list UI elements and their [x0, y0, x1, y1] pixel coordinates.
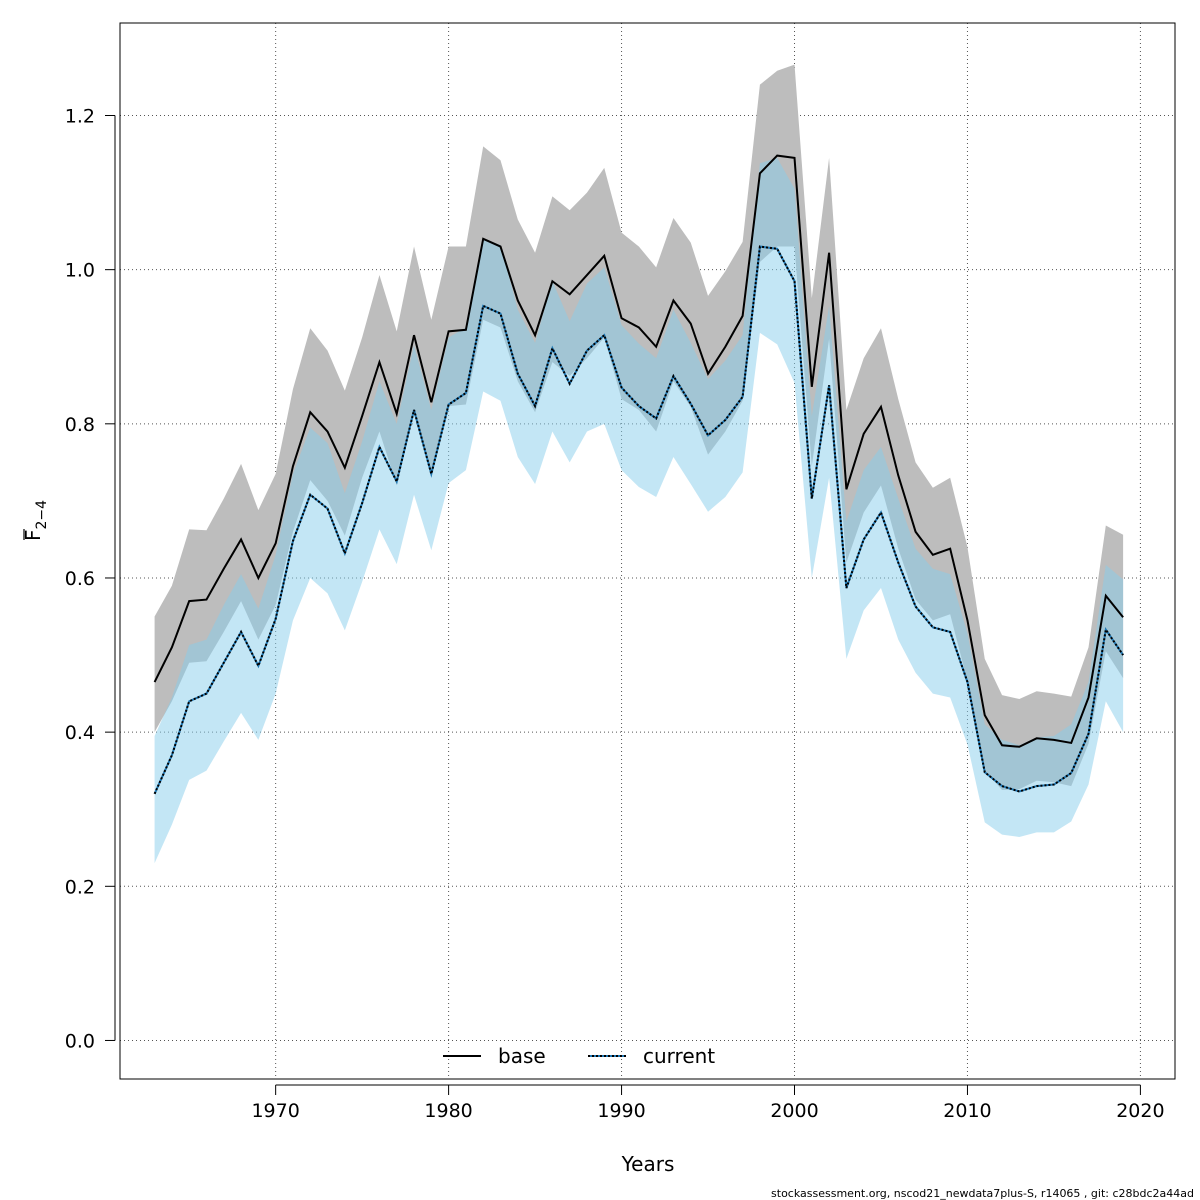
y-axis-title-sub: 2−4	[34, 500, 50, 530]
y-axis-title: F2−4	[21, 500, 50, 541]
y-tick-label-2: 0.4	[65, 722, 95, 744]
legend-label-current: current	[643, 1044, 715, 1068]
y-tick-label-0: 0.0	[65, 1030, 95, 1052]
x-tick-label-1970: 1970	[251, 1100, 299, 1122]
x-tick-label-1980: 1980	[424, 1100, 472, 1122]
svg-text:F2−4: F2−4	[21, 500, 50, 541]
band-base	[154, 64, 1124, 790]
footer-text: stockassessment.org, nscod21_newdata7plu…	[771, 1187, 1194, 1200]
y-tick-label-4: 0.8	[65, 414, 95, 436]
plot-frame	[119, 22, 1176, 1080]
x-tick-label-1990: 1990	[597, 1100, 645, 1122]
line-current	[153, 245, 1124, 795]
y-tick-label-1: 0.2	[65, 876, 95, 898]
line-base	[153, 154, 1124, 748]
y-axis-title-main: F	[21, 529, 45, 541]
y-tick-label-5: 1.0	[65, 260, 95, 282]
series-lines	[153, 154, 1124, 795]
y-tick-label-3: 0.6	[65, 568, 95, 590]
band-current	[154, 157, 1124, 864]
x-axis-title: Years	[621, 1152, 675, 1176]
x-tick-label-2000: 2000	[770, 1100, 818, 1122]
y-axis: 0.0 0.2 0.4 0.6 0.8 1.0 1.2	[65, 105, 116, 1052]
x-axis: 1970 1980 1990 2000 2010 2020	[251, 1084, 1165, 1122]
confidence-bands	[154, 64, 1124, 864]
x-tick-label-2010: 2010	[943, 1100, 991, 1122]
x-tick-label-2020: 2020	[1116, 1100, 1164, 1122]
y-tick-label-6: 1.2	[65, 105, 95, 127]
legend: base current	[443, 1044, 715, 1068]
legend-label-base: base	[498, 1044, 546, 1068]
